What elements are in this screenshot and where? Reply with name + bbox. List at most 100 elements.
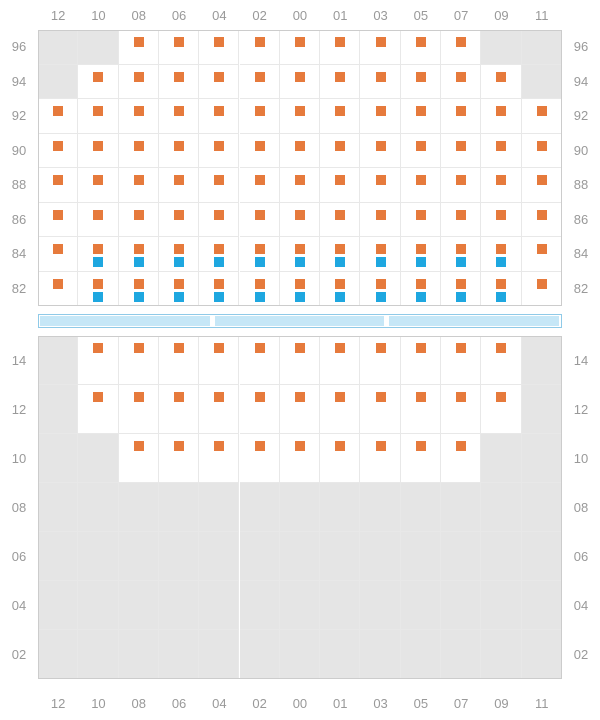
grid-cell[interactable] xyxy=(78,168,118,203)
grid-cell[interactable] xyxy=(159,203,199,238)
seat-marker-blue[interactable] xyxy=(255,257,265,267)
grid-cell[interactable] xyxy=(481,168,521,203)
grid-cell[interactable] xyxy=(280,134,320,169)
seat-marker-orange[interactable] xyxy=(295,141,305,151)
grid-cell[interactable] xyxy=(78,134,118,169)
grid-cell[interactable] xyxy=(78,65,118,100)
seat-marker-orange[interactable] xyxy=(496,244,506,254)
seat-marker-orange[interactable] xyxy=(53,175,63,185)
seat-marker-blue[interactable] xyxy=(416,257,426,267)
seat-marker-orange[interactable] xyxy=(496,392,506,402)
seat-marker-orange[interactable] xyxy=(335,279,345,289)
seat-marker-orange[interactable] xyxy=(416,175,426,185)
seat-marker-orange[interactable] xyxy=(255,343,265,353)
grid-cell[interactable] xyxy=(441,134,481,169)
grid-cell[interactable] xyxy=(240,134,280,169)
seat-marker-orange[interactable] xyxy=(416,210,426,220)
seat-marker-orange[interactable] xyxy=(456,244,466,254)
seat-marker-orange[interactable] xyxy=(416,343,426,353)
seat-marker-blue[interactable] xyxy=(134,292,144,302)
seat-marker-orange[interactable] xyxy=(376,72,386,82)
seat-marker-orange[interactable] xyxy=(174,37,184,47)
seat-marker-orange[interactable] xyxy=(214,141,224,151)
grid-cell[interactable] xyxy=(280,65,320,100)
seat-marker-orange[interactable] xyxy=(537,210,547,220)
seat-marker-orange[interactable] xyxy=(456,343,466,353)
grid-cell[interactable] xyxy=(280,30,320,65)
seat-marker-orange[interactable] xyxy=(496,141,506,151)
grid-cell[interactable] xyxy=(78,203,118,238)
seat-marker-blue[interactable] xyxy=(295,292,305,302)
seat-marker-orange[interactable] xyxy=(537,279,547,289)
seat-marker-orange[interactable] xyxy=(376,106,386,116)
seat-marker-blue[interactable] xyxy=(93,257,103,267)
grid-cell[interactable] xyxy=(401,99,441,134)
grid-cell[interactable] xyxy=(360,134,400,169)
seat-marker-orange[interactable] xyxy=(255,37,265,47)
grid-cell[interactable] xyxy=(441,30,481,65)
seat-marker-orange[interactable] xyxy=(335,106,345,116)
grid-cell[interactable] xyxy=(119,99,159,134)
seat-marker-orange[interactable] xyxy=(295,244,305,254)
grid-cell[interactable] xyxy=(199,99,239,134)
seat-marker-orange[interactable] xyxy=(416,441,426,451)
grid-cell[interactable] xyxy=(240,30,280,65)
seat-marker-orange[interactable] xyxy=(295,106,305,116)
seat-marker-orange[interactable] xyxy=(93,343,103,353)
grid-cell[interactable] xyxy=(441,99,481,134)
seat-marker-orange[interactable] xyxy=(134,210,144,220)
seat-marker-orange[interactable] xyxy=(174,441,184,451)
seat-marker-orange[interactable] xyxy=(295,441,305,451)
seat-marker-orange[interactable] xyxy=(93,141,103,151)
grid-cell[interactable] xyxy=(159,134,199,169)
seat-marker-orange[interactable] xyxy=(335,392,345,402)
seat-marker-orange[interactable] xyxy=(456,141,466,151)
seat-marker-blue[interactable] xyxy=(214,292,224,302)
seat-marker-orange[interactable] xyxy=(335,72,345,82)
seat-marker-orange[interactable] xyxy=(496,106,506,116)
seat-marker-orange[interactable] xyxy=(255,72,265,82)
grid-cell[interactable] xyxy=(360,203,400,238)
seat-marker-blue[interactable] xyxy=(295,257,305,267)
seat-marker-orange[interactable] xyxy=(456,441,466,451)
grid-cell[interactable] xyxy=(280,168,320,203)
grid-cell[interactable] xyxy=(38,203,78,238)
seat-marker-blue[interactable] xyxy=(93,292,103,302)
seat-marker-orange[interactable] xyxy=(416,72,426,82)
grid-cell[interactable] xyxy=(159,65,199,100)
seat-marker-orange[interactable] xyxy=(335,37,345,47)
seat-marker-orange[interactable] xyxy=(537,106,547,116)
seat-marker-blue[interactable] xyxy=(416,292,426,302)
seat-marker-orange[interactable] xyxy=(456,279,466,289)
seat-marker-orange[interactable] xyxy=(214,441,224,451)
seat-marker-orange[interactable] xyxy=(214,37,224,47)
grid-cell[interactable] xyxy=(199,30,239,65)
seat-marker-orange[interactable] xyxy=(416,244,426,254)
seat-marker-orange[interactable] xyxy=(214,210,224,220)
grid-cell[interactable] xyxy=(360,168,400,203)
grid-cell[interactable] xyxy=(481,99,521,134)
seat-marker-orange[interactable] xyxy=(93,244,103,254)
grid-cell[interactable] xyxy=(78,99,118,134)
grid-cell[interactable] xyxy=(522,134,562,169)
grid-cell[interactable] xyxy=(38,272,78,307)
grid-cell[interactable] xyxy=(240,65,280,100)
grid-cell[interactable] xyxy=(441,168,481,203)
seat-marker-orange[interactable] xyxy=(93,392,103,402)
seat-marker-orange[interactable] xyxy=(174,392,184,402)
seat-marker-orange[interactable] xyxy=(335,175,345,185)
seat-marker-orange[interactable] xyxy=(255,244,265,254)
seat-marker-orange[interactable] xyxy=(134,175,144,185)
grid-cell[interactable] xyxy=(159,99,199,134)
seat-marker-orange[interactable] xyxy=(376,343,386,353)
seat-marker-orange[interactable] xyxy=(456,72,466,82)
seat-marker-orange[interactable] xyxy=(255,210,265,220)
grid-cell[interactable] xyxy=(199,65,239,100)
seat-marker-orange[interactable] xyxy=(134,343,144,353)
seat-marker-blue[interactable] xyxy=(456,292,466,302)
seat-marker-orange[interactable] xyxy=(174,141,184,151)
grid-cell[interactable] xyxy=(522,203,562,238)
seat-marker-blue[interactable] xyxy=(174,292,184,302)
seat-marker-blue[interactable] xyxy=(335,292,345,302)
seat-marker-orange[interactable] xyxy=(456,210,466,220)
